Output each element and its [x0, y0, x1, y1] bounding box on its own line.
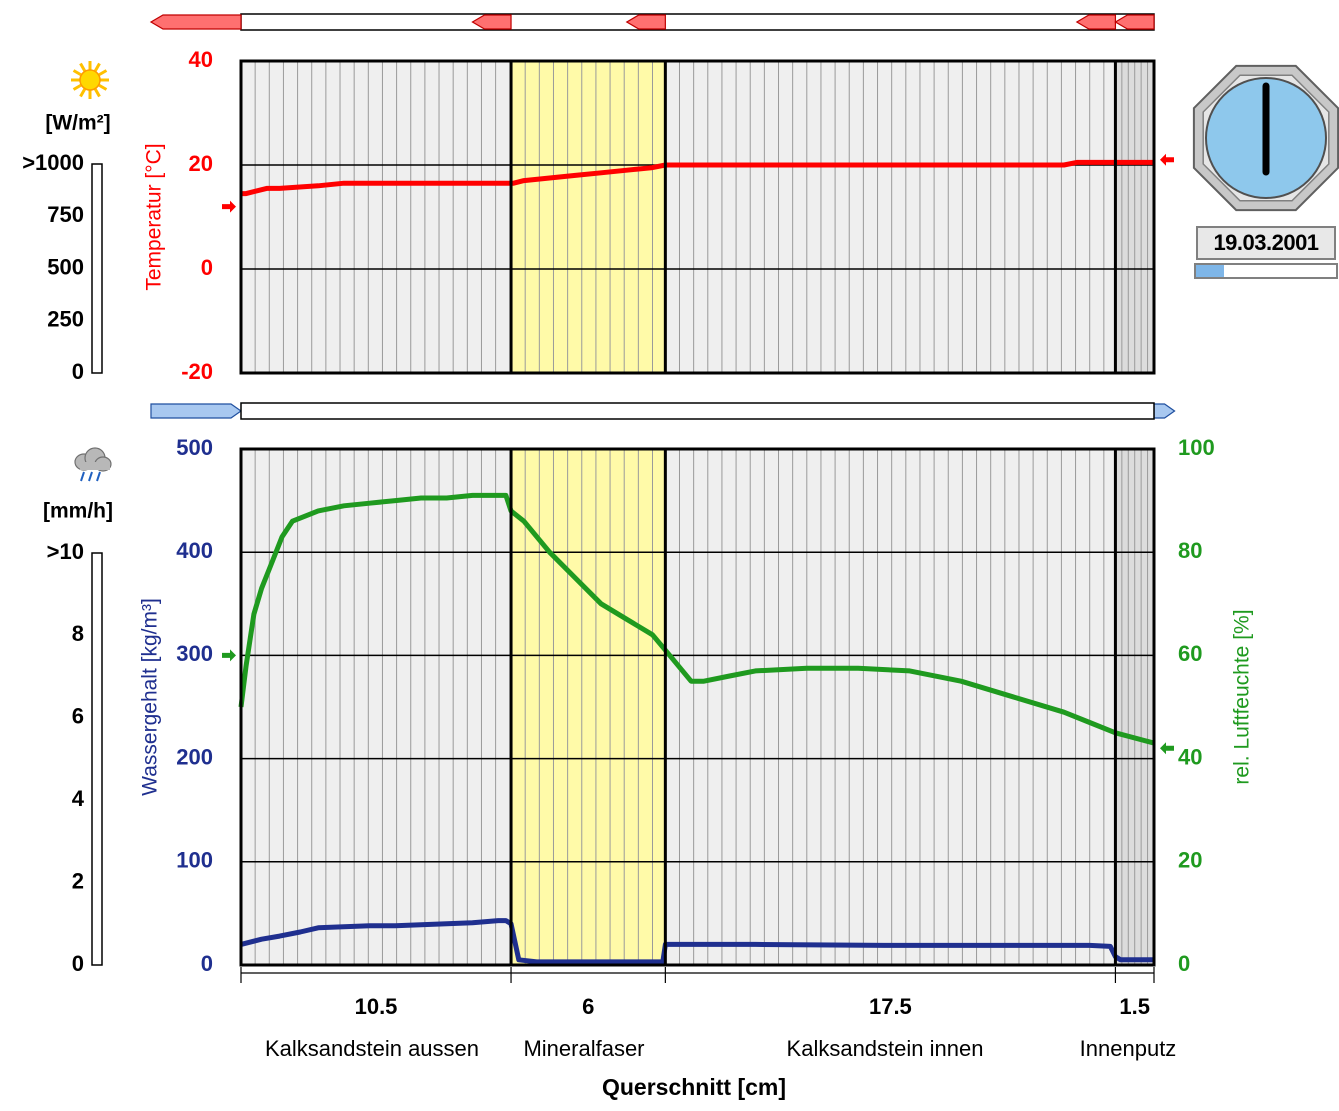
water-y-label: Wassergehalt [kg/m³]: [139, 598, 162, 796]
x-axis-label: Querschnitt [cm]: [602, 1074, 786, 1100]
humidity-y-tick: 80: [1178, 538, 1202, 563]
date-progress-bar[interactable]: [1194, 263, 1338, 279]
water-y-tick: 0: [201, 951, 213, 976]
rain-scale-tick: 8: [72, 621, 84, 646]
date-display: 19.03.2001: [1196, 226, 1336, 260]
heat-flow-bar: [240, 13, 1155, 31]
flow-arrow: [471, 14, 512, 30]
water-y-tick: 400: [176, 538, 213, 563]
temp-y-label: Temperatur [°C]: [143, 143, 166, 290]
layer-name-label: Innenputz: [1080, 1036, 1177, 1061]
layer-thickness-label: 17.5: [869, 994, 912, 1019]
moist-membrane-band: [511, 449, 666, 965]
temp-layer-boundaries: [509, 61, 1117, 373]
flow-arrow: [1114, 14, 1155, 30]
humidity-y-tick: 20: [1178, 848, 1202, 873]
moisture-flow-bar: [240, 402, 1155, 420]
sun-icon: [71, 61, 109, 99]
temp-y-tick: 20: [189, 151, 213, 176]
flow-arrow: [1153, 403, 1176, 419]
water-y-tick: 200: [176, 744, 213, 769]
solar-scale-tick: 750: [47, 202, 84, 227]
temp-plot-bg: [241, 61, 1154, 373]
solar-scale-unit: [W/m²]: [45, 112, 110, 135]
temp-y-tick: -20: [181, 359, 213, 384]
rain-drop: [80, 471, 85, 482]
solar-scale-tick: 500: [47, 254, 84, 279]
cloud-base: [80, 462, 110, 470]
rain-cloud-icon: [74, 447, 112, 482]
temp-plot-frame: [239, 59, 1156, 375]
temperature-line: [241, 159, 1154, 197]
temp-y-tick: 0: [201, 255, 213, 280]
layer-name-label: Kalksandstein aussen: [265, 1036, 479, 1061]
humidity-y-tick: 40: [1178, 744, 1202, 769]
rain-scale-tick: 2: [72, 868, 84, 893]
layer-thickness-label: 1.5: [1119, 994, 1150, 1019]
rain-scale-tick: >10: [47, 539, 84, 564]
temp-mesh-lines: [254, 61, 1149, 373]
moist-plot-frame: [239, 447, 1156, 967]
solar-scale-tick: >1000: [22, 150, 84, 175]
flow-arrow: [150, 403, 243, 419]
solar-scale-tick: 250: [47, 307, 84, 332]
flow-arrow: [625, 14, 666, 30]
solar-scale-level-bar: [91, 163, 103, 374]
rain-drop: [96, 471, 101, 482]
layer-thickness-label: 6: [582, 994, 594, 1019]
humidity-y-label: rel. Luftfeuchte [%]: [1231, 609, 1254, 784]
x-axis-ruler: [240, 967, 1155, 983]
moist-mesh-lines: [254, 449, 1149, 965]
water-y-tick: 300: [176, 641, 213, 666]
rain-drop: [88, 471, 93, 482]
humidity-y-tick: 0: [1178, 951, 1190, 976]
flow-arrow: [149, 14, 242, 30]
water-y-tick: 500: [176, 435, 213, 460]
temp-y-tick: 40: [189, 47, 213, 72]
rain-scale-tick: 0: [72, 951, 84, 976]
rain-scale-tick: 4: [72, 786, 85, 811]
rain-scale-tick: 6: [72, 704, 84, 729]
rain-scale-level-bar: [91, 552, 103, 966]
layer-thickness-label: 10.5: [355, 994, 398, 1019]
temp-right-marker: [1160, 153, 1174, 166]
humidity-line: [238, 492, 1155, 746]
humidity-y-tick: 100: [1178, 435, 1215, 460]
temp-membrane-band: [511, 61, 666, 373]
moist-h-gridlines: [241, 551, 1154, 863]
moist-layer-boundaries: [509, 449, 1117, 965]
clock-icon: [1192, 64, 1339, 212]
moist-plot-bg: [241, 449, 1154, 965]
sun-disc: [79, 69, 101, 91]
layer-name-label: Kalksandstein innen: [787, 1036, 984, 1061]
solar-scale-tick: 0: [72, 359, 84, 384]
water-y-tick: 100: [176, 848, 213, 873]
water-content-line: [240, 918, 1154, 965]
humidity-y-tick: 60: [1178, 641, 1202, 666]
temp-left-marker: [222, 200, 236, 213]
date-progress-fill: [1196, 265, 1224, 277]
humidity-right-marker: [1160, 742, 1174, 755]
humidity-left-marker: [222, 649, 236, 662]
heat-flow-arrows: [149, 14, 1155, 30]
rain-scale-unit: [mm/h]: [43, 500, 113, 523]
layer-name-label: Mineralfaser: [523, 1036, 644, 1061]
